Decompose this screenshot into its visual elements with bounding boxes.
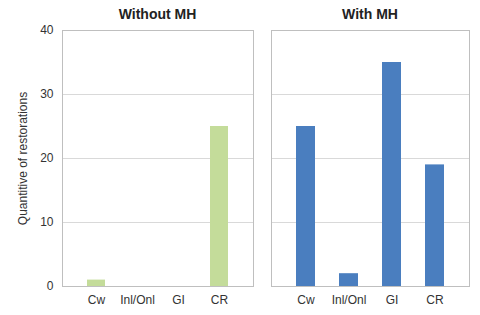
html-text:Without MH: Without MH [118, 6, 197, 22]
svg-text:CR: CR [211, 293, 229, 307]
svg-text:CR: CR [426, 293, 444, 307]
svg-text:30: 30 [40, 87, 54, 101]
svg-text:GI: GI [386, 293, 399, 307]
svg-text:40: 40 [40, 24, 54, 37]
svg-text:0: 0 [47, 279, 54, 293]
svg-text:Inl/Onl: Inl/Onl [120, 293, 155, 307]
svg-text:10: 10 [40, 215, 54, 229]
html-text:With MH: With MH [342, 6, 398, 22]
svg-text:Inl/Onl: Inl/Onl [332, 293, 367, 307]
svg-text:Cw: Cw [297, 293, 315, 307]
svg-text:20: 20 [40, 151, 54, 165]
svg-text:Quantitive of restorations: Quantitive of restorations [16, 92, 30, 225]
svg-text:GI: GI [172, 293, 185, 307]
svg-text:Cw: Cw [88, 293, 106, 307]
